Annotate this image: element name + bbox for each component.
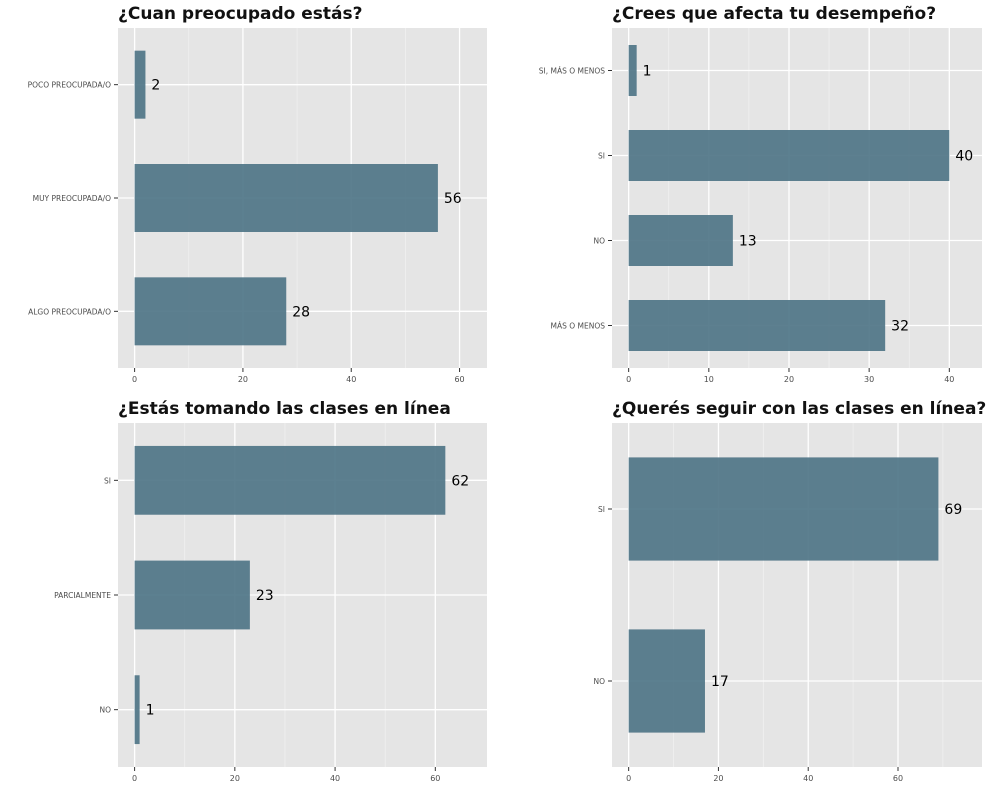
bar-value-label: 1: [643, 64, 652, 80]
x-tick-label: 40: [330, 774, 340, 783]
bar-value-label: 56: [444, 191, 462, 207]
y-tick-label: MÁS O MENOS: [550, 322, 605, 331]
bar-value-label: 13: [739, 234, 757, 250]
y-tick-label: SI: [598, 152, 605, 161]
bar-value-label: 23: [256, 588, 274, 604]
bar: [628, 130, 950, 181]
x-tick-label: 0: [626, 774, 631, 783]
bar: [628, 215, 733, 266]
y-tick-label: MUY PREOCUPADA/O: [33, 194, 112, 203]
y-tick-label: ALGO PREOCUPADA/O: [28, 307, 111, 316]
chart-panel-clases-en-linea: ¿Estás tomando las clases en línea 62 SI 2…: [0, 395, 495, 789]
bar: [134, 560, 250, 630]
bar-value-label: 62: [451, 473, 469, 489]
bar: [134, 675, 140, 745]
y-tick-label: NO: [593, 237, 605, 246]
x-tick-label: 0: [626, 375, 631, 384]
chart-title: ¿Querés seguir con las clases en línea?: [612, 399, 987, 419]
bar-chart: 69 SI 17 NO 0 20 40 60: [593, 423, 982, 783]
x-tick-label: 40: [346, 375, 356, 384]
x-tick-label: 60: [430, 774, 440, 783]
y-tick-label: PARCIALMENTE: [54, 591, 111, 600]
bar: [134, 445, 446, 515]
x-tick-label: 0: [132, 774, 137, 783]
bar-chart: 62 SI 23 PARCIALMENTE 1 NO 0 20 40 60: [54, 423, 487, 783]
bar-chart: 1 SI, MÁS O MENOS 40 SI 13 NO 32 MÁS O MENOS 0 10…: [539, 28, 982, 384]
y-tick-label: SI: [104, 476, 111, 485]
bar-value-label: 28: [292, 304, 310, 320]
bar-value-label: 2: [151, 78, 160, 94]
x-tick-label: 20: [784, 375, 794, 384]
x-tick-label: 20: [713, 774, 723, 783]
bar: [628, 300, 886, 351]
bar-value-label: 32: [891, 319, 909, 335]
x-tick-label: 20: [230, 774, 240, 783]
x-tick-label: 40: [803, 774, 813, 783]
chart-title: ¿Estás tomando las clases en línea: [118, 399, 451, 419]
bar: [628, 457, 939, 561]
bar: [134, 50, 146, 119]
bar-chart: 2 POCO PREOCUPADA/O 56 MUY PREOCUPADA/O 28 AL…: [28, 28, 487, 384]
x-tick-label: 30: [864, 375, 874, 384]
x-tick-label: 10: [704, 375, 714, 384]
chart-panel-preocupacion: ¿Cuan preocupado estás? 2 POCO PREOCUPADA…: [0, 0, 495, 395]
bar: [134, 277, 287, 346]
bar-value-label: 17: [711, 674, 729, 690]
bar-value-label: 69: [944, 502, 962, 518]
bar-value-label: 40: [955, 149, 973, 165]
chart-title: ¿Cuan preocupado estás?: [118, 4, 363, 24]
x-tick-label: 20: [238, 375, 248, 384]
bar: [628, 45, 637, 96]
x-tick-label: 60: [454, 375, 464, 384]
chart-title: ¿Crees que afecta tu desempeño?: [612, 4, 937, 24]
y-tick-label: SI, MÁS O MENOS: [539, 67, 605, 76]
y-tick-label: NO: [593, 677, 605, 686]
chart-panel-desempeno: ¿Crees que afecta tu desempeño? 1 SI, MÁS…: [495, 0, 990, 395]
bar: [628, 629, 705, 733]
y-tick-label: NO: [99, 706, 111, 715]
bar-value-label: 1: [146, 703, 155, 719]
x-tick-label: 40: [944, 375, 954, 384]
y-tick-label: POCO PREOCUPADA/O: [28, 81, 112, 90]
x-tick-label: 60: [893, 774, 903, 783]
y-tick-label: SI: [598, 505, 605, 514]
x-tick-label: 0: [132, 375, 137, 384]
chart-panel-seguir-clases: ¿Querés seguir con las clases en línea? …: [495, 395, 990, 789]
bar: [134, 164, 438, 232]
